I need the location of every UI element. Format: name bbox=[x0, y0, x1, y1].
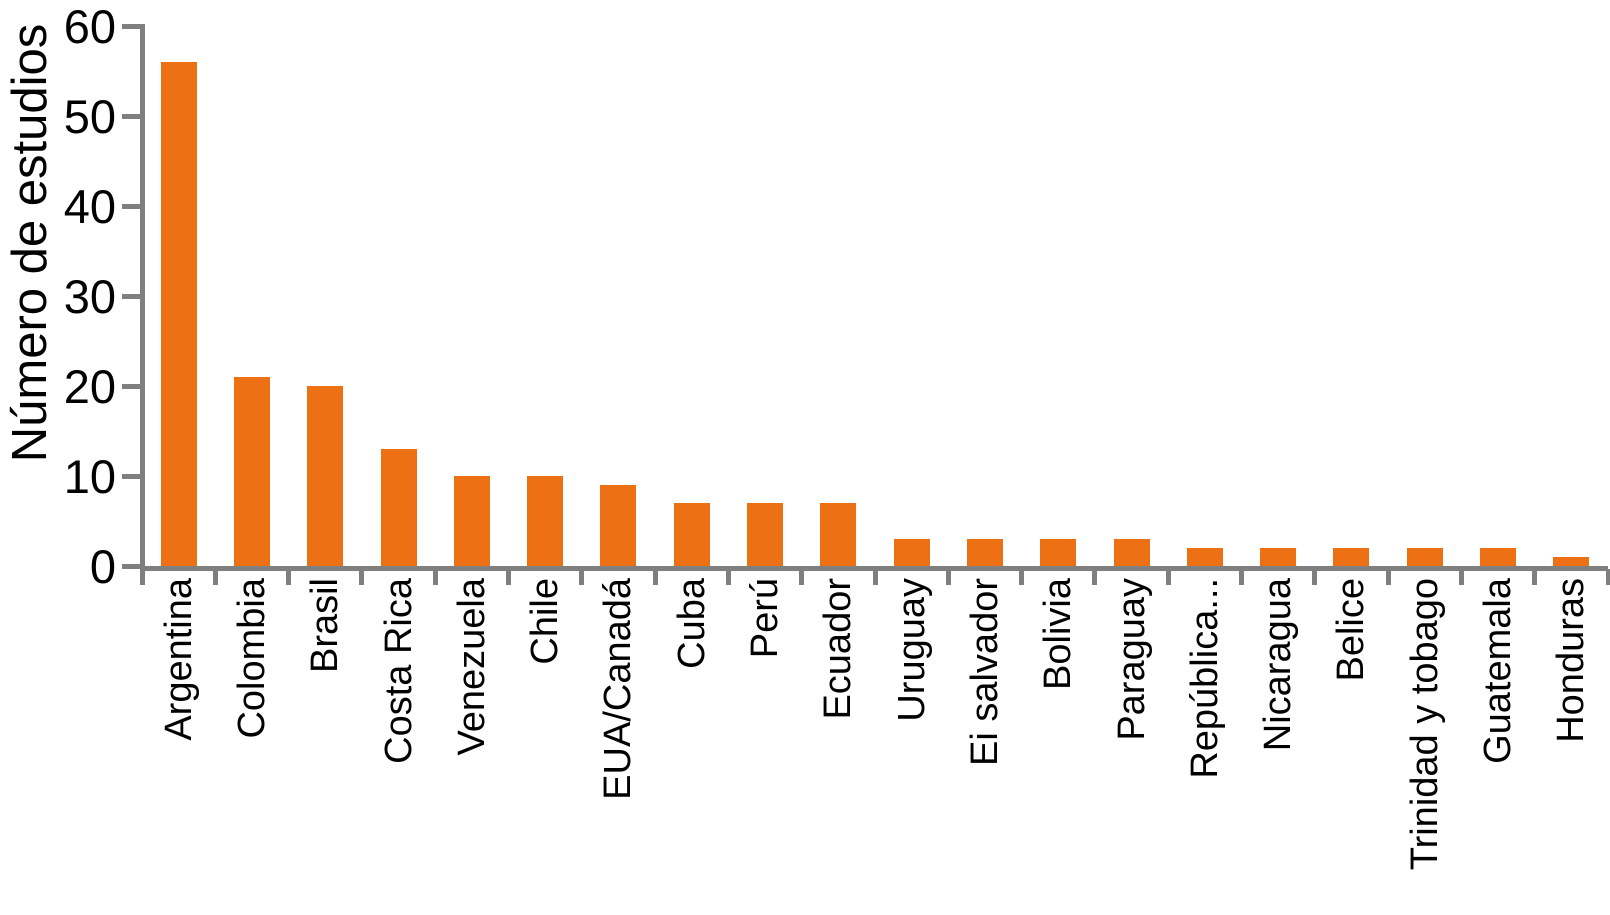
x-tick bbox=[652, 569, 658, 585]
y-tick bbox=[122, 24, 140, 29]
bar-ecuador bbox=[820, 503, 857, 566]
y-tick bbox=[122, 564, 140, 569]
x-tick bbox=[725, 569, 731, 585]
bar-cuba bbox=[673, 503, 710, 566]
x-label-ei-salvador: Ei salvador bbox=[963, 578, 1006, 766]
x-label-belice: Belice bbox=[1330, 578, 1373, 682]
x-label-honduras: Honduras bbox=[1550, 578, 1593, 743]
bar-eua-canada bbox=[600, 485, 637, 566]
x-label-guatemala: Guatemala bbox=[1477, 578, 1520, 764]
bar-belice bbox=[1333, 548, 1370, 566]
x-tick bbox=[1165, 569, 1171, 585]
bar-trinidad-y-tobago bbox=[1406, 548, 1443, 566]
x-label-trinidad-y-tobago: Trinidad y tobago bbox=[1403, 578, 1446, 871]
x-label-nicaragua: Nicaragua bbox=[1257, 578, 1300, 752]
x-tick bbox=[872, 569, 878, 585]
bar-brasil bbox=[307, 386, 344, 566]
y-tick bbox=[122, 204, 140, 209]
x-tick bbox=[1092, 569, 1098, 585]
bar-peru bbox=[747, 503, 784, 566]
bar-uruguay bbox=[893, 539, 930, 566]
x-tick bbox=[286, 569, 292, 585]
bar-colombia bbox=[233, 377, 270, 566]
bar-republica bbox=[1186, 548, 1223, 566]
x-label-paraguay: Paraguay bbox=[1110, 578, 1153, 741]
x-label-chile: Chile bbox=[524, 578, 567, 665]
bar-paraguay bbox=[1113, 539, 1150, 566]
y-axis-line bbox=[140, 24, 145, 571]
x-tick bbox=[432, 569, 438, 585]
x-label-cuba: Cuba bbox=[670, 578, 713, 669]
y-tick-label: 10 bbox=[63, 450, 116, 503]
y-tick bbox=[122, 474, 140, 479]
bar-ei-salvador bbox=[966, 539, 1003, 566]
y-tick bbox=[122, 384, 140, 389]
bar-nicaragua bbox=[1260, 548, 1297, 566]
x-tick bbox=[1532, 569, 1538, 585]
y-tick-label: 60 bbox=[63, 0, 116, 53]
x-label-argentina: Argentina bbox=[157, 578, 200, 741]
x-label-brasil: Brasil bbox=[304, 578, 347, 674]
x-label-ecuador: Ecuador bbox=[817, 578, 860, 720]
x-tick bbox=[945, 569, 951, 585]
x-tick bbox=[212, 569, 218, 585]
y-tick-label: 20 bbox=[63, 360, 116, 413]
x-tick bbox=[1605, 569, 1610, 585]
x-tick bbox=[1458, 569, 1464, 585]
x-tick bbox=[359, 569, 365, 585]
x-tick bbox=[579, 569, 585, 585]
x-label-venezuela: Venezuela bbox=[450, 578, 493, 756]
x-label-eua-canada: EUA/Canadá bbox=[597, 578, 640, 800]
x-label-colombia: Colombia bbox=[230, 578, 273, 739]
x-tick bbox=[139, 569, 145, 585]
y-tick-label: 40 bbox=[63, 180, 116, 233]
bar-venezuela bbox=[453, 476, 490, 566]
y-tick-label: 30 bbox=[63, 270, 116, 323]
x-label-bolivia: Bolivia bbox=[1037, 578, 1080, 690]
x-label-costa-rica: Costa Rica bbox=[377, 578, 420, 764]
x-tick bbox=[506, 569, 511, 585]
x-label-uruguay: Uruguay bbox=[890, 578, 933, 722]
bar-chile bbox=[527, 476, 564, 566]
bar-guatemala bbox=[1480, 548, 1517, 566]
bar-honduras bbox=[1553, 557, 1590, 566]
y-tick-label: 0 bbox=[89, 540, 116, 593]
x-tick bbox=[1019, 569, 1025, 585]
bar-argentina bbox=[160, 62, 197, 566]
y-tick bbox=[122, 294, 140, 299]
x-tick bbox=[799, 569, 805, 585]
y-tick-label: 50 bbox=[63, 90, 116, 143]
x-tick bbox=[1239, 569, 1244, 585]
x-tick bbox=[1312, 569, 1318, 585]
y-tick bbox=[122, 114, 140, 119]
x-label-republica: República... bbox=[1183, 578, 1226, 779]
x-label-peru: Perú bbox=[744, 578, 787, 659]
bar-costa-rica bbox=[380, 449, 417, 566]
x-tick bbox=[1385, 569, 1391, 585]
x-axis-line bbox=[140, 566, 1608, 571]
bar-bolivia bbox=[1040, 539, 1077, 566]
